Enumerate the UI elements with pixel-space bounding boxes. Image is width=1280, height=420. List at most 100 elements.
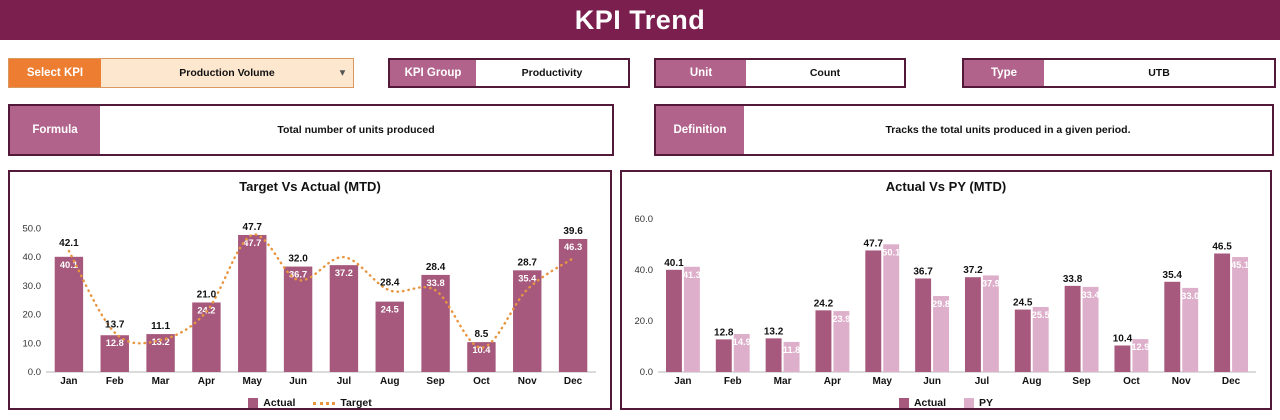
kpi-group-value: Productivity [476, 60, 628, 86]
kpi-group-field: KPI Group Productivity [388, 58, 630, 88]
svg-text:24.5: 24.5 [381, 305, 399, 315]
formula-field: Formula Total number of units produced [8, 104, 614, 156]
target-vs-actual-chart: 0.0 10.0 20.0 30.0 40.0 50.0 Jan 40.1 Feb 12.8 Mar… [23, 222, 596, 387]
svg-text:36.7: 36.7 [289, 270, 307, 280]
svg-text:Jun: Jun [289, 376, 307, 387]
svg-text:32.0: 32.0 [288, 254, 308, 265]
formula-label: Formula [10, 106, 100, 154]
svg-text:47.7: 47.7 [243, 222, 263, 233]
unit-label: Unit [656, 60, 746, 86]
svg-text:40.1: 40.1 [60, 260, 78, 270]
svg-text:35.4: 35.4 [1163, 270, 1183, 281]
svg-text:24.5: 24.5 [1013, 298, 1033, 309]
svg-text:28.4: 28.4 [380, 277, 400, 288]
svg-text:11.1: 11.1 [151, 321, 170, 332]
svg-text:24.2: 24.2 [814, 298, 834, 309]
definition-field: Definition Tracks the total units produc… [654, 104, 1274, 156]
svg-text:Jan: Jan [674, 376, 691, 387]
svg-text:Jun: Jun [923, 376, 941, 387]
type-field: Type UTB [962, 58, 1276, 88]
select-kpi-field: Select KPI Production Volume ▾ [8, 58, 354, 88]
svg-text:20.0: 20.0 [635, 316, 654, 327]
legend-actual: Actual [248, 397, 295, 409]
svg-text:13.7: 13.7 [105, 320, 125, 331]
svg-text:41.3: 41.3 [683, 270, 701, 280]
svg-text:23.9: 23.9 [832, 314, 850, 324]
svg-text:50.0: 50.0 [23, 223, 42, 234]
actual-vs-py-chart: 0.0 20.0 40.0 60.0 Jan 40.141.3 Feb 12.814.9 Mar… [635, 214, 1256, 387]
svg-text:20.0: 20.0 [23, 310, 42, 321]
svg-text:Sep: Sep [1072, 376, 1090, 387]
svg-text:Oct: Oct [1123, 376, 1140, 387]
svg-text:Dec: Dec [1222, 376, 1241, 387]
target-vs-actual-panel: Target Vs Actual (MTD) 0.0 10.0 20.0 30.0 40… [8, 170, 612, 410]
svg-text:60.0: 60.0 [635, 214, 654, 225]
svg-text:Sep: Sep [426, 376, 444, 387]
svg-text:0.0: 0.0 [640, 367, 653, 378]
svg-text:May: May [243, 376, 263, 387]
chart-title: Target Vs Actual (MTD) [239, 178, 381, 194]
svg-text:35.4: 35.4 [518, 273, 537, 283]
svg-text:33.8: 33.8 [1063, 274, 1083, 285]
svg-text:0.0: 0.0 [28, 367, 41, 378]
svg-text:33.0: 33.0 [1181, 291, 1199, 301]
type-label: Type [964, 60, 1044, 86]
svg-text:10.4: 10.4 [472, 345, 491, 355]
svg-text:50.1: 50.1 [882, 247, 900, 257]
page-title: KPI Trend [574, 4, 706, 35]
formula-value: Total number of units produced [100, 106, 612, 154]
svg-text:10.4: 10.4 [1113, 333, 1133, 344]
actual-vs-py-panel: Actual Vs PY (MTD) 0.0 20.0 40.0 60.0 Jan 40.… [620, 170, 1272, 410]
svg-text:39.6: 39.6 [563, 226, 583, 237]
definition-value: Tracks the total units produced in a giv… [744, 106, 1272, 154]
svg-text:25.5: 25.5 [1032, 310, 1050, 320]
svg-text:Mar: Mar [774, 376, 792, 387]
svg-text:47.7: 47.7 [864, 238, 884, 249]
legend-actual: Actual [898, 397, 946, 409]
kpi-select-value: Production Volume [179, 67, 275, 79]
definition-label: Definition [656, 106, 744, 154]
type-value: UTB [1044, 60, 1274, 86]
svg-text:30.0: 30.0 [23, 281, 42, 292]
header-bar: KPI Trend [0, 0, 1280, 40]
svg-text:Aug: Aug [1022, 376, 1041, 387]
actual-swatch-icon [248, 398, 259, 408]
svg-text:Feb: Feb [106, 376, 124, 387]
svg-text:46.5: 46.5 [1212, 242, 1232, 253]
svg-text:29.8: 29.8 [932, 299, 950, 309]
svg-text:11.8: 11.8 [783, 345, 801, 355]
svg-text:28.7: 28.7 [518, 257, 538, 268]
svg-text:Jul: Jul [975, 376, 990, 387]
chart-legend: Actual Target [10, 393, 610, 413]
svg-text:36.7: 36.7 [913, 266, 933, 277]
svg-text:33.4: 33.4 [1081, 290, 1100, 300]
svg-text:Oct: Oct [473, 376, 490, 387]
actual-swatch-icon [898, 398, 909, 408]
legend-target: Target [313, 397, 372, 409]
svg-text:33.8: 33.8 [427, 278, 445, 288]
svg-text:40.0: 40.0 [23, 252, 42, 263]
kpi-group-label: KPI Group [390, 60, 476, 86]
py-swatch-icon [964, 398, 975, 408]
svg-text:14.9: 14.9 [733, 337, 751, 347]
svg-text:13.2: 13.2 [152, 337, 170, 347]
target-line-icon [313, 401, 336, 405]
chevron-down-icon: ▾ [339, 67, 345, 79]
svg-text:Aug: Aug [380, 376, 399, 387]
chart-legend: Actual PY [622, 393, 1270, 413]
svg-text:21.0: 21.0 [197, 289, 217, 300]
legend-py: PY [964, 397, 993, 409]
svg-text:12.8: 12.8 [714, 327, 734, 338]
kpi-select[interactable]: Production Volume ▾ [101, 59, 353, 87]
svg-text:40.1: 40.1 [664, 258, 684, 269]
svg-text:47.7: 47.7 [243, 238, 261, 248]
svg-text:Jan: Jan [60, 376, 77, 387]
chart-title: Actual Vs PY (MTD) [885, 178, 1007, 194]
svg-text:37.9: 37.9 [982, 278, 1000, 288]
unit-field: Unit Count [654, 58, 906, 88]
svg-text:12.9: 12.9 [1131, 342, 1149, 352]
svg-text:May: May [873, 376, 893, 387]
svg-text:Nov: Nov [1172, 376, 1191, 387]
svg-text:Apr: Apr [198, 376, 215, 387]
svg-text:Mar: Mar [152, 376, 170, 387]
